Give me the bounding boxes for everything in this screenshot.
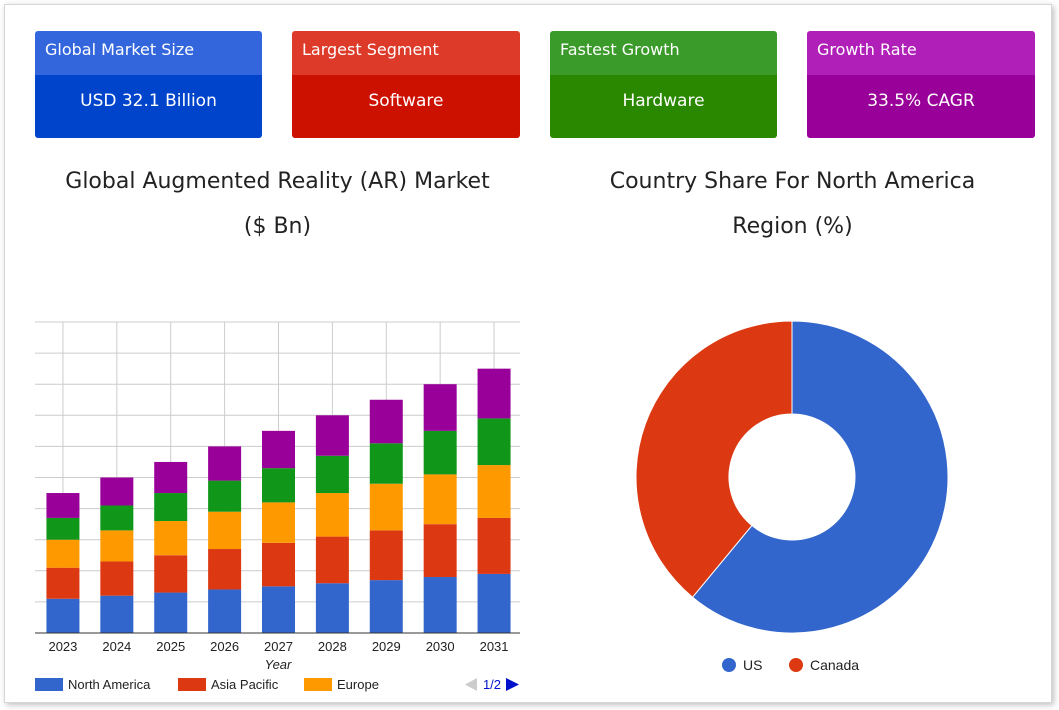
bar-segment: [46, 493, 80, 518]
legend-prev-icon[interactable]: [465, 678, 477, 691]
bar-segment: [315, 536, 349, 584]
kpi-label: Global Market Size: [35, 31, 262, 75]
bar-segment: [369, 580, 403, 633]
legend-swatch: [35, 678, 63, 691]
bar-segment: [477, 465, 511, 518]
kpi-card-growth-rate: Growth Rate 33.5% CAGR: [807, 31, 1035, 138]
bar-chart-title-line2: ($ Bn): [243, 214, 312, 239]
bar-segment: [315, 415, 349, 456]
bar-segment: [369, 530, 403, 581]
bar-segment: [315, 493, 349, 537]
bar-segment: [423, 474, 457, 525]
legend-label: Europe: [337, 677, 379, 692]
bar-segment: [46, 539, 80, 568]
bar-segment: [477, 517, 511, 574]
bar-segment: [100, 505, 134, 531]
x-tick-label: 2027: [264, 639, 293, 654]
bar-segment: [477, 573, 511, 633]
bar-segment: [154, 555, 188, 593]
kpi-label: Fastest Growth: [550, 31, 777, 75]
bar-chart-title: Global Augmented Reality (AR) Market ($ …: [30, 159, 525, 249]
bar-segment: [262, 468, 295, 503]
x-tick-label: 2026: [210, 639, 239, 654]
bar-segment: [208, 511, 242, 550]
bar-segment: [208, 446, 242, 481]
bar-segment: [154, 521, 188, 556]
x-tick-label: 2030: [426, 639, 455, 654]
bar-segment: [154, 461, 188, 494]
bar-segment: [423, 577, 457, 633]
legend-label: North America: [68, 677, 151, 692]
legend-label: Asia Pacific: [211, 677, 279, 692]
bar-segment: [369, 483, 403, 531]
kpi-label: Largest Segment: [292, 31, 520, 75]
bar-segment: [315, 455, 349, 494]
legend-swatch: [304, 678, 332, 691]
kpi-value: Hardware: [550, 75, 777, 138]
bar-segment: [423, 524, 457, 578]
bar-segment: [46, 517, 80, 540]
kpi-card-market-size: Global Market Size USD 32.1 Billion: [35, 31, 262, 138]
bar-segment: [46, 567, 80, 599]
bar-segment: [100, 530, 134, 562]
kpi-label: Growth Rate: [807, 31, 1035, 75]
bar-segment: [315, 583, 349, 633]
bar-chart-title-line1: Global Augmented Reality (AR) Market: [65, 169, 490, 194]
pie-chart-title: Country Share For North America Region (…: [560, 159, 1025, 249]
x-tick-label: 2025: [156, 639, 185, 654]
legend-page-indicator: 1/2: [483, 677, 501, 692]
bar-segment: [369, 399, 403, 444]
x-tick-label: 2029: [372, 639, 401, 654]
bar-segment: [262, 586, 295, 633]
bar-segment: [369, 443, 403, 484]
bar-segment: [262, 430, 295, 469]
bar-segment: [154, 493, 188, 522]
kpi-value: USD 32.1 Billion: [35, 75, 262, 138]
bar-segment: [423, 384, 457, 431]
pie-chart-title-line2: Region (%): [732, 214, 853, 239]
x-tick-label: 2028: [318, 639, 347, 654]
legend-swatch: [178, 678, 206, 691]
bar-segment: [262, 502, 295, 543]
kpi-value: 33.5% CAGR: [807, 75, 1035, 138]
bar-segment: [208, 589, 242, 633]
kpi-value: Software: [292, 75, 520, 138]
bar-segment: [154, 592, 188, 633]
bar-segment: [46, 598, 80, 633]
bar-segment: [208, 549, 242, 590]
x-tick-label: 2024: [102, 639, 131, 654]
kpi-card-largest-segment: Largest Segment Software: [292, 31, 520, 138]
x-axis-title: Year: [265, 657, 292, 672]
pie-chart-title-line1: Country Share For North America: [609, 169, 976, 194]
x-tick-label: 2031: [480, 639, 509, 654]
bar-segment: [100, 477, 134, 506]
bar-segment: [100, 561, 134, 596]
bar-segment: [477, 418, 511, 466]
kpi-card-fastest-growth: Fastest Growth Hardware: [550, 31, 777, 138]
legend-next-icon[interactable]: [506, 678, 519, 691]
bar-segment: [100, 595, 134, 633]
x-tick-label: 2023: [48, 639, 77, 654]
bar-segment: [477, 368, 511, 419]
bar-segment: [208, 480, 242, 512]
bar-segment: [262, 542, 295, 587]
bar-segment: [423, 430, 457, 475]
